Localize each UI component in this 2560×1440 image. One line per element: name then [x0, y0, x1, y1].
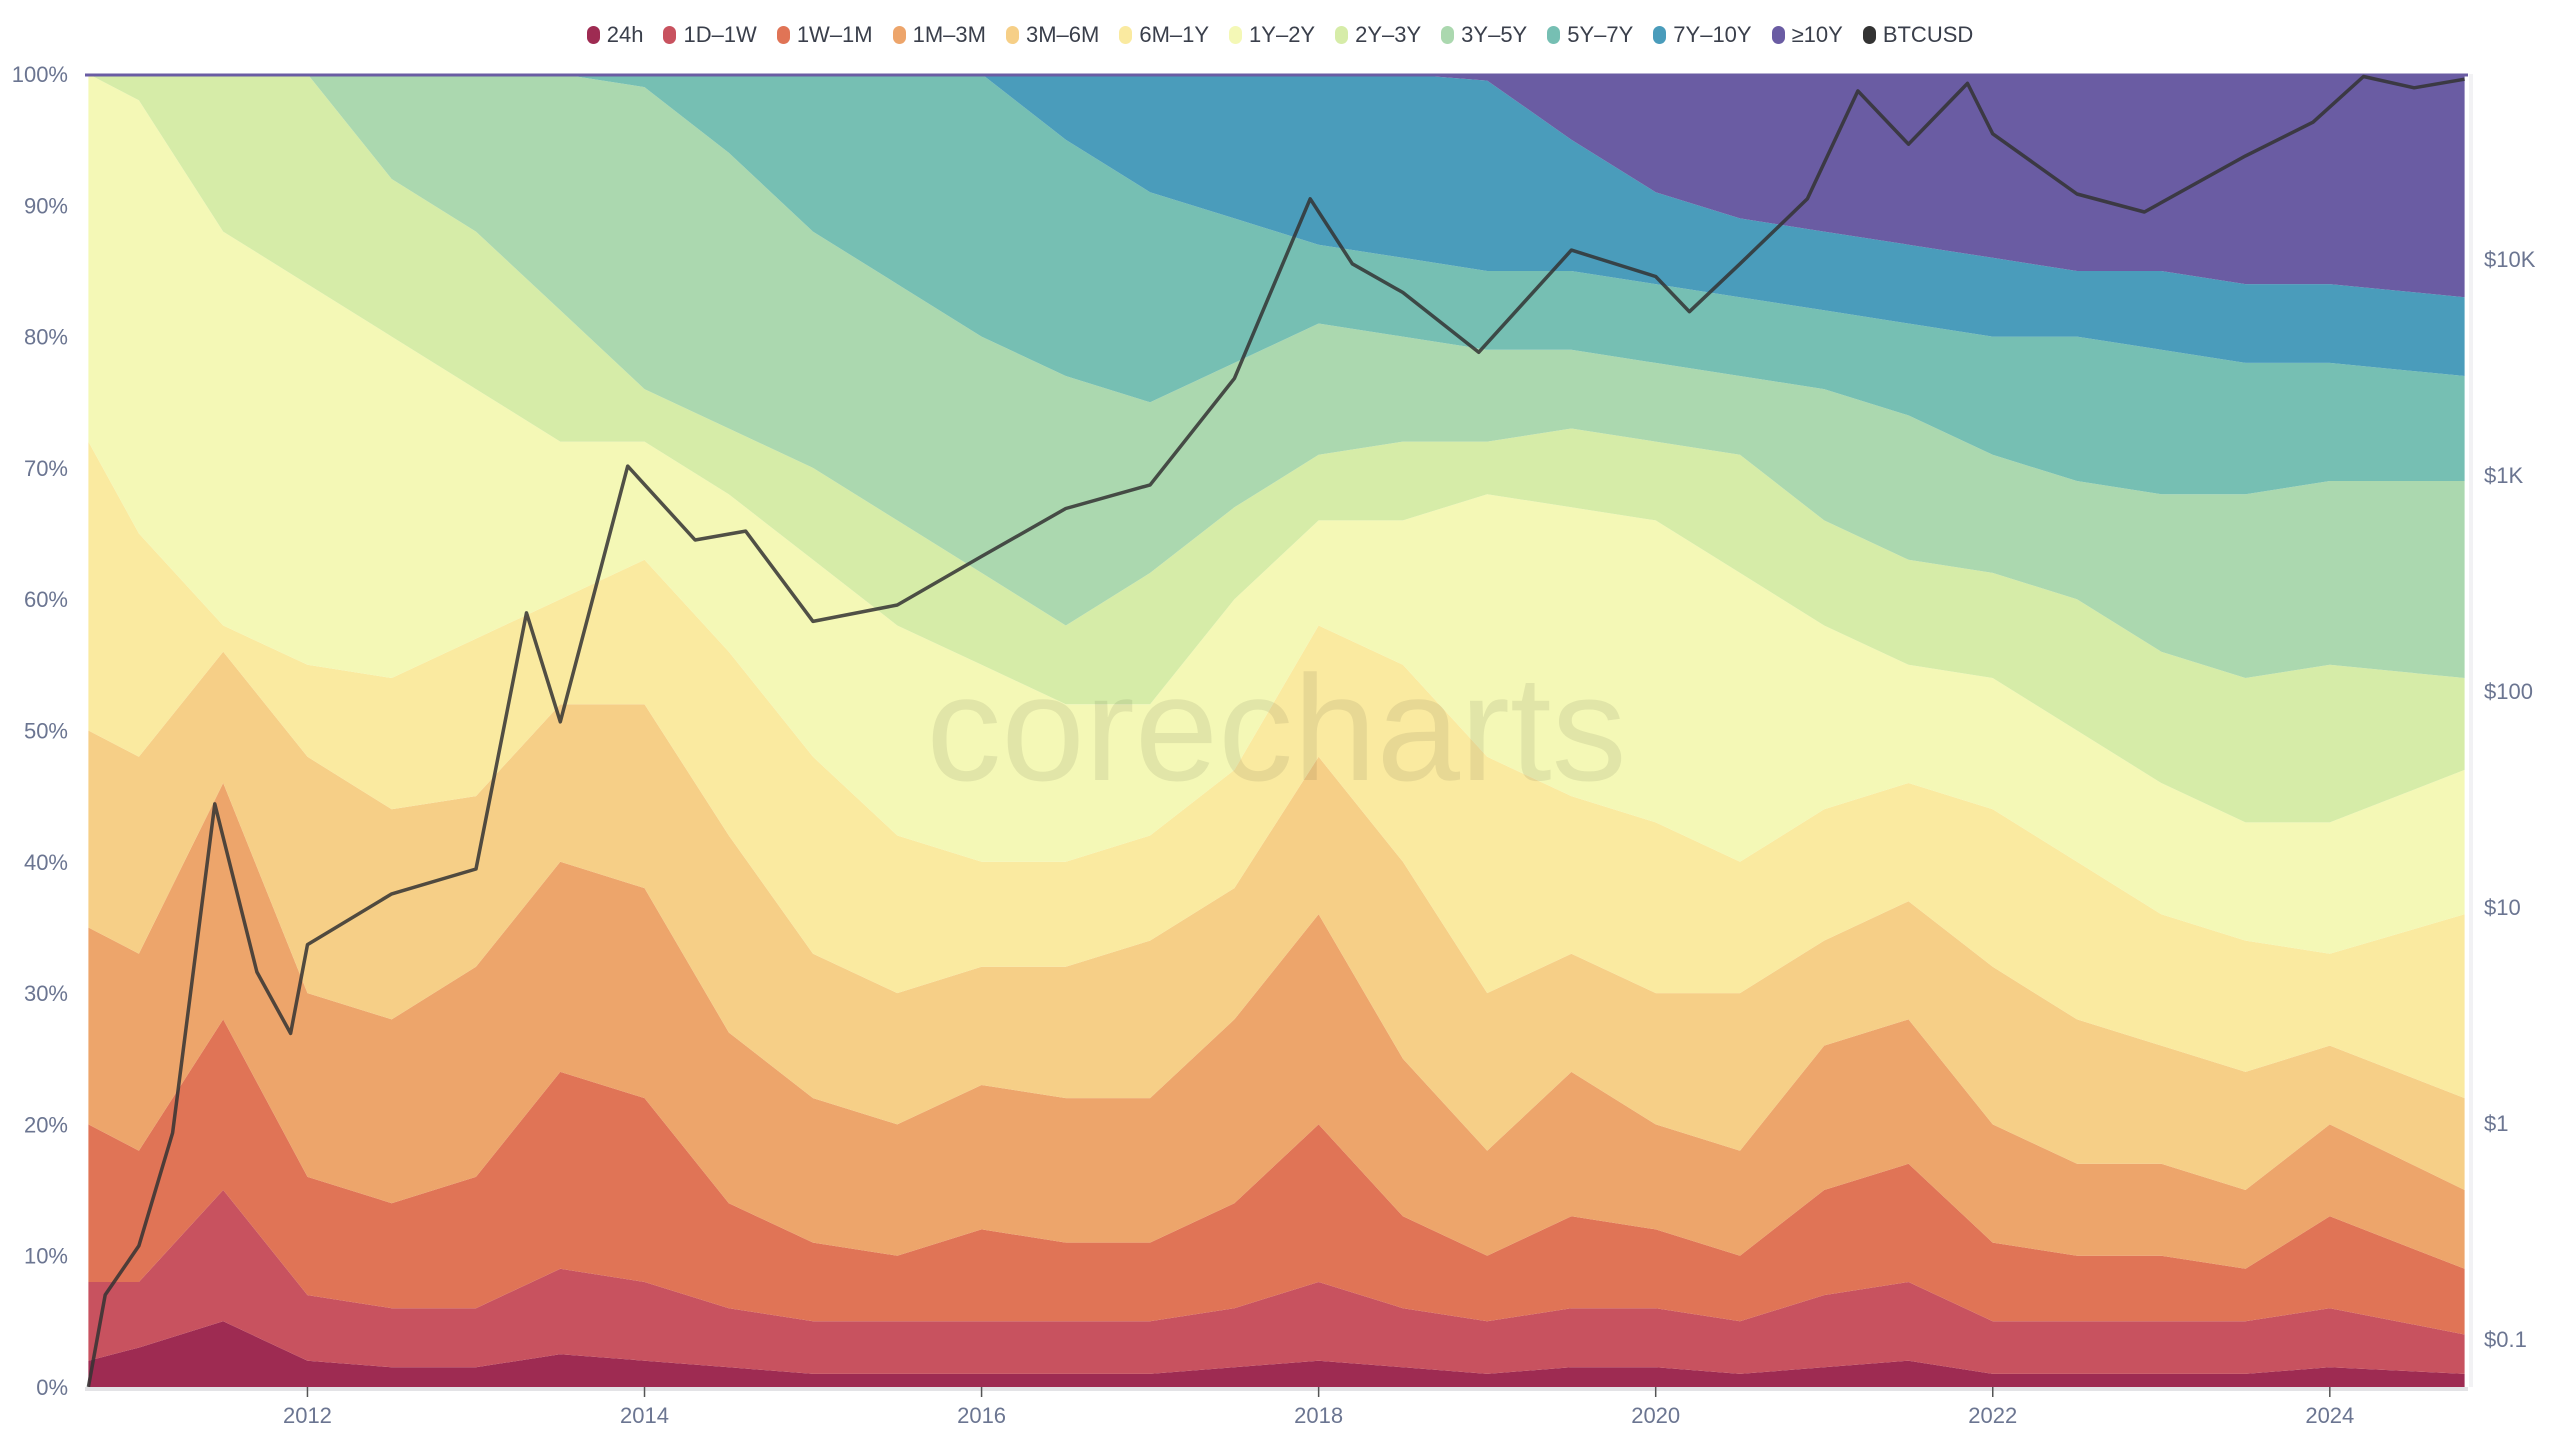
y-tick-label: 100% [12, 62, 68, 87]
legend-item[interactable]: ≥10Y [1771, 22, 1843, 48]
price-tick-label: $1K [2484, 463, 2523, 488]
x-tick-label: 2014 [620, 1403, 669, 1428]
price-tick-label: $0.1 [2484, 1327, 2527, 1352]
legend-swatch [1862, 26, 1876, 44]
y-tick-label: 60% [24, 587, 68, 612]
area-6m-1y [88, 441, 2465, 1099]
legend-label: 3Y–5Y [1461, 22, 1528, 47]
legend-swatch [776, 26, 790, 44]
legend-swatch [1771, 26, 1785, 44]
y-tick-label: 50% [24, 719, 68, 744]
legend-item[interactable]: 1M–3M [892, 22, 986, 48]
legend-swatch [1119, 26, 1133, 44]
legend-item[interactable]: BTCUSD [1862, 22, 1974, 48]
x-tick-label: 2022 [1968, 1403, 2017, 1428]
legend-swatch [586, 26, 600, 44]
legend-label: 1W–1M [796, 22, 873, 47]
legend-item[interactable]: 24h [586, 22, 644, 48]
legend: 24h 1D–1W 1W–1M 1M–3M 3M–6M 6M–1Y 1Y–2Y 2Y–3Y 3Y… [0, 22, 2560, 48]
watermark: corecharts [926, 644, 1626, 812]
legend-swatch [1335, 26, 1349, 44]
legend-label: 24h [606, 22, 644, 47]
btcusd-line [86, 74, 2465, 1388]
legend-label: BTCUSD [1882, 22, 1974, 47]
legend-item[interactable]: 2Y–3Y [1335, 22, 1421, 48]
legend-label: ≥10Y [1791, 22, 1843, 47]
legend-swatch [1653, 26, 1667, 44]
y-tick-label: 30% [24, 981, 68, 1006]
area-1d-1w [88, 1190, 2465, 1374]
y-tick-label: 20% [24, 1112, 68, 1137]
legend-label: 1M–3M [912, 22, 986, 47]
legend-swatch [663, 26, 677, 44]
legend-item[interactable]: 7Y–10Y [1653, 22, 1752, 48]
legend-label: 6M–1Y [1139, 22, 1210, 47]
price-tick-label: $10K [2484, 247, 2536, 272]
area-1w-1m [88, 1019, 2465, 1335]
y-tick-label: 10% [24, 1244, 68, 1269]
legend-item[interactable]: 3Y–5Y [1441, 22, 1527, 48]
legend-item[interactable]: 1D–1W [663, 22, 757, 48]
legend-item[interactable]: 6M–1Y [1119, 22, 1209, 48]
area-3m-6m [88, 651, 2465, 1190]
area-1m-3m [88, 783, 2465, 1269]
legend-swatch [1229, 26, 1243, 44]
price-tick-label: $1 [2484, 1111, 2508, 1136]
y-tick-label: 90% [24, 193, 68, 218]
x-tick-label: 2016 [957, 1403, 1006, 1428]
area-2y-3y [88, 74, 2465, 823]
legend-item[interactable]: 3M–6M [1005, 22, 1100, 48]
legend-swatch [1005, 26, 1019, 44]
legend-label: 7Y–10Y [1673, 22, 1752, 47]
price-tick-label: $100 [2484, 679, 2533, 704]
y-tick-label: 0% [36, 1375, 68, 1400]
y-tick-label: 70% [24, 456, 68, 481]
area-24h [88, 1321, 2465, 1387]
legend-item[interactable]: 5Y–7Y [1547, 22, 1633, 48]
area--10y [88, 74, 2465, 298]
area-7y-10y [88, 74, 2465, 376]
legend-swatch [1547, 26, 1561, 44]
area-3y-5y [88, 74, 2465, 678]
legend-label: 5Y–7Y [1567, 22, 1634, 47]
area-5y-7y [88, 74, 2465, 495]
price-tick-label: $10 [2484, 895, 2521, 920]
y-tick-label: 80% [24, 325, 68, 350]
legend-swatch [1441, 26, 1455, 44]
legend-item[interactable]: 1W–1M [776, 22, 873, 48]
legend-label: 1D–1W [683, 22, 757, 47]
legend-label: 1Y–2Y [1249, 22, 1316, 47]
legend-item[interactable]: 1Y–2Y [1229, 22, 1315, 48]
area-1y-2y [88, 74, 2465, 954]
legend-label: 3M–6M [1025, 22, 1100, 47]
legend-swatch [892, 26, 906, 44]
y-tick-label: 40% [24, 850, 68, 875]
x-tick-label: 2012 [283, 1403, 332, 1428]
x-tick-label: 2018 [1294, 1403, 1343, 1428]
x-tick-label: 2020 [1631, 1403, 1680, 1428]
legend-label: 2Y–3Y [1355, 22, 1422, 47]
x-tick-label: 2024 [2305, 1403, 2354, 1428]
